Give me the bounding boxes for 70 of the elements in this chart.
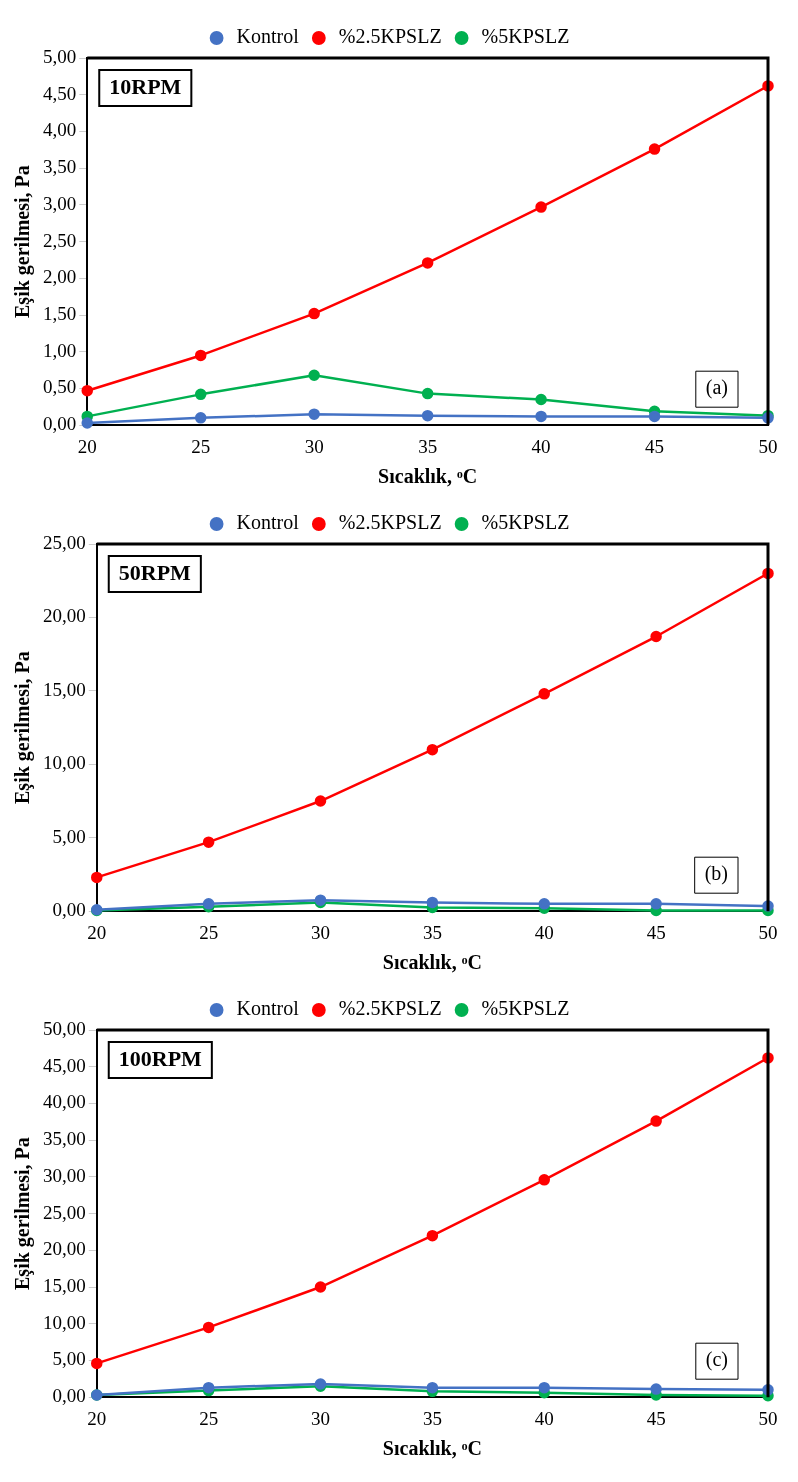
annotation: 10RPM	[109, 73, 182, 99]
y-tick-label: 20,00	[43, 605, 86, 627]
x-axis-title: Sıcaklık, ᵒC	[382, 951, 482, 974]
y-tick-label: 20,00	[43, 1238, 86, 1260]
annotation: (a)	[705, 376, 729, 400]
legend-label: %5KPSLZ	[481, 511, 570, 534]
x-tick-label: 50	[758, 921, 778, 943]
legend-label: %5KPSLZ	[481, 997, 570, 1020]
x-tick-label: 20	[87, 1407, 107, 1429]
legend-label: %5KPSLZ	[481, 25, 570, 48]
x-tick-label: 20	[77, 435, 97, 457]
y-tick-label: 15,00	[43, 1275, 86, 1297]
legend-label: %2.5KPSLZ	[338, 997, 442, 1020]
annotation: 100RPM	[118, 1045, 203, 1071]
y-axis-title: Eşik gerilmesi, Pa	[11, 651, 35, 804]
legend-label: Kontrol	[236, 511, 300, 534]
x-tick-label: 40	[534, 921, 554, 943]
y-tick-label: 3,50	[43, 156, 77, 178]
x-tick-label: 35	[418, 435, 438, 457]
x-tick-label: 35	[422, 1407, 442, 1429]
x-tick-label: 35	[422, 921, 442, 943]
annotation: (b)	[704, 862, 729, 886]
x-tick-label: 45	[646, 921, 666, 943]
y-tick-label: 10,00	[43, 1311, 86, 1333]
y-tick-label: 25,00	[43, 531, 86, 553]
y-tick-label: 0,00	[52, 899, 86, 921]
y-tick-label: 30,00	[43, 1164, 86, 1186]
y-tick-label: 45,00	[43, 1054, 86, 1076]
y-tick-label: 40,00	[43, 1091, 86, 1113]
x-tick-label: 30	[311, 921, 330, 943]
x-tick-label: 25	[199, 1407, 219, 1429]
legend-label: Kontrol	[236, 997, 300, 1020]
x-tick-label: 25	[191, 435, 211, 457]
y-tick-label: 4,50	[43, 82, 77, 104]
x-axis-title: Sıcaklık, ᵒC	[382, 1437, 482, 1460]
y-axis-title: Eşik gerilmesi, Pa	[11, 165, 35, 318]
y-tick-label: 3,00	[43, 192, 77, 214]
y-tick-label: 1,50	[43, 303, 77, 325]
y-tick-label: 5,00	[43, 45, 77, 67]
x-tick-label: 30	[304, 435, 324, 457]
legend-label: %2.5KPSLZ	[338, 25, 442, 48]
x-tick-label: 50	[758, 435, 778, 457]
legend-label: %2.5KPSLZ	[338, 511, 442, 534]
y-tick-label: 5,00	[52, 1348, 86, 1370]
y-tick-label: 50,00	[43, 1017, 86, 1039]
x-tick-label: 40	[531, 435, 551, 457]
x-tick-label: 50	[758, 1407, 778, 1429]
y-tick-label: 5,00	[52, 825, 86, 847]
y-tick-label: 2,00	[43, 266, 77, 288]
y-tick-label: 10,00	[43, 752, 86, 774]
y-tick-label: 25,00	[43, 1201, 86, 1223]
x-tick-label: 45	[645, 435, 665, 457]
x-tick-label: 25	[199, 921, 219, 943]
y-tick-label: 4,00	[43, 119, 77, 141]
y-tick-label: 15,00	[43, 678, 86, 700]
y-tick-label: 2,50	[43, 229, 77, 251]
y-axis-title: Eşik gerilmesi, Pa	[11, 1137, 35, 1290]
x-axis-title: Sıcaklık, ᵒC	[378, 465, 478, 488]
y-tick-label: 0,00	[43, 413, 77, 435]
y-tick-label: 0,50	[43, 376, 77, 398]
legend-label: Kontrol	[236, 25, 300, 48]
y-tick-label: 35,00	[43, 1128, 86, 1150]
x-tick-label: 40	[534, 1407, 554, 1429]
x-tick-label: 30	[311, 1407, 330, 1429]
x-tick-label: 45	[646, 1407, 666, 1429]
annotation: (c)	[705, 1348, 729, 1372]
annotation: 50RPM	[118, 559, 192, 585]
y-tick-label: 1,00	[43, 339, 77, 361]
x-tick-label: 20	[87, 921, 107, 943]
y-tick-label: 0,00	[52, 1385, 86, 1407]
